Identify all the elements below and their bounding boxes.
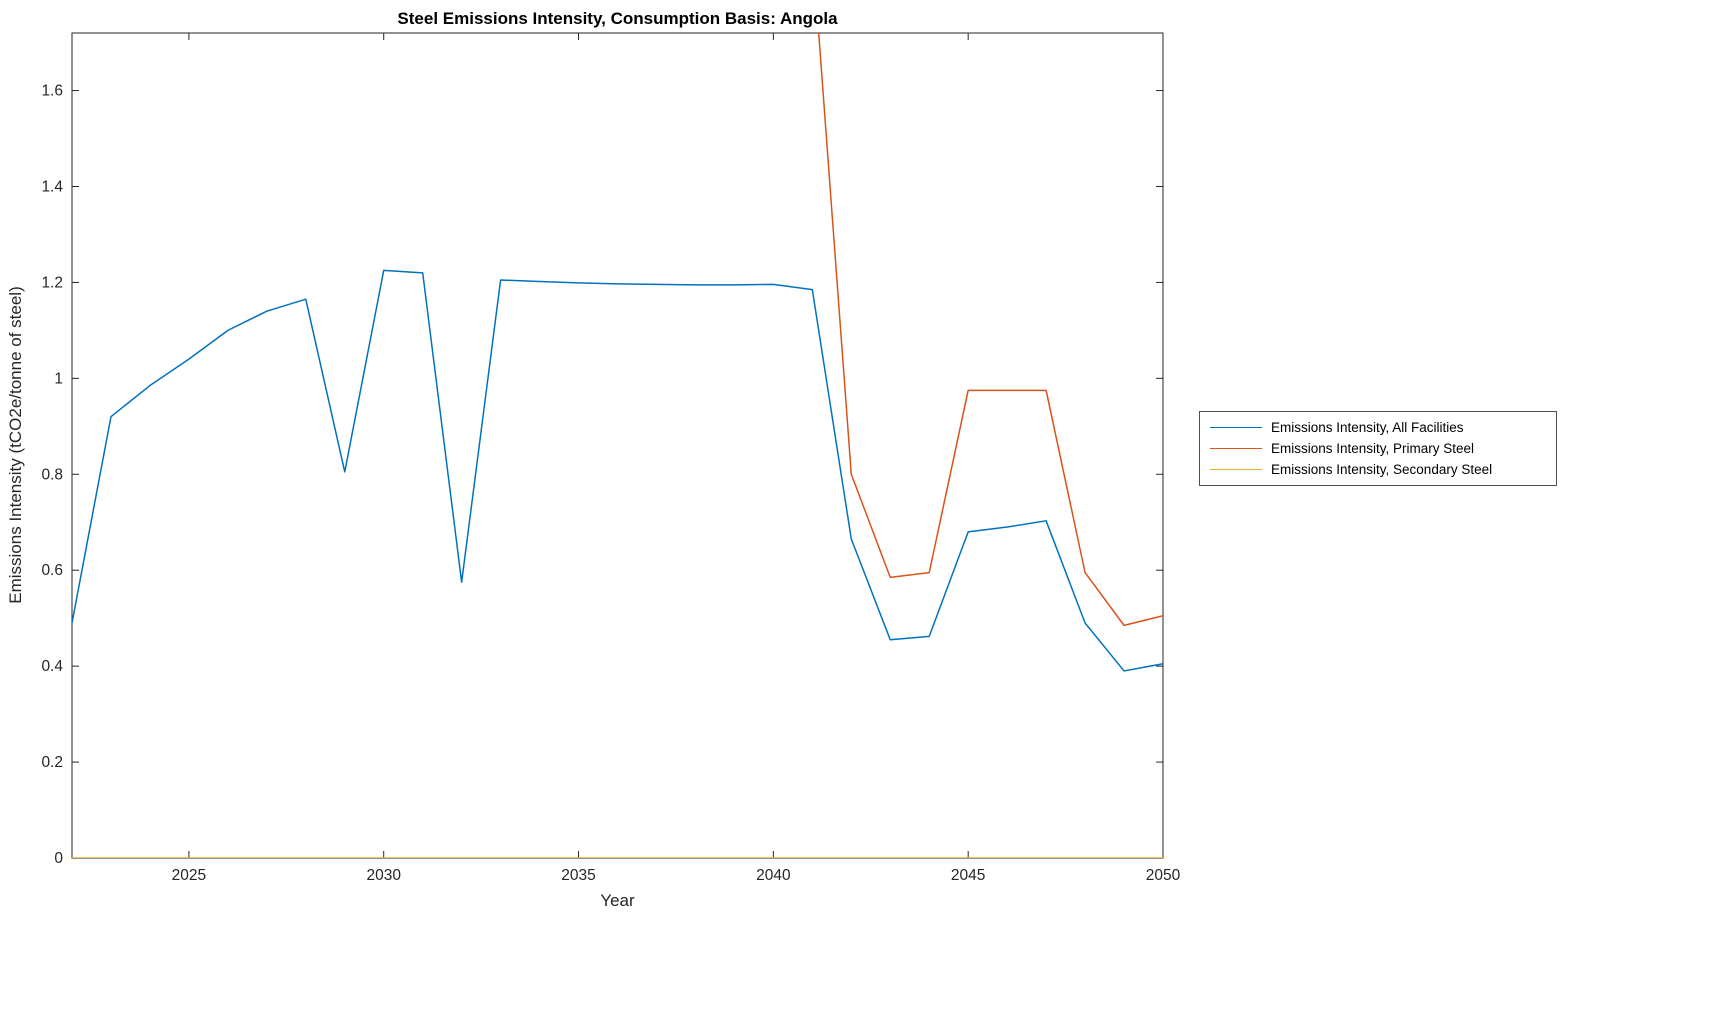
x-tick-label: 2035 [561,867,595,884]
y-tick-label: 0.2 [41,754,63,771]
legend-label: Emissions Intensity, Secondary Steel [1271,462,1493,477]
series-line-0 [72,269,1163,672]
y-tick-label: 0.4 [41,658,63,675]
legend-label: Emissions Intensity, Primary Steel [1271,441,1475,456]
legend-box: Emissions Intensity, All Facilities Emiss… [1199,411,1557,486]
legend-line-swatch [1210,469,1262,470]
series-line-1 [817,33,1163,627]
axes-box [71,32,1164,859]
x-axis-label: Year [600,891,635,910]
y-tick-label: 0.6 [41,562,63,579]
y-axis-label: Emissions Intensity (tCO2e/tonne of stee… [6,286,25,604]
y-tick-label: 1.4 [41,178,63,195]
legend-entry-2: Emissions Intensity, Secondary Steel [1210,459,1548,480]
y-tick-label: 1.6 [41,83,63,100]
y-tick-label: 0.8 [41,466,63,483]
y-tick-label: 1.2 [41,274,63,291]
x-tick-label: 2040 [756,867,791,884]
x-tick-label: 2025 [172,867,206,884]
legend-line-swatch [1210,448,1262,449]
x-tick-label: 2030 [366,867,401,884]
chart-title: Steel Emissions Intensity, Consumption B… [397,9,838,28]
legend-label: Emissions Intensity, All Facilities [1271,420,1464,435]
legend-entry-1: Emissions Intensity, Primary Steel [1210,438,1548,459]
x-tick-label: 2050 [1146,867,1181,884]
legend-entry-0: Emissions Intensity, All Facilities [1210,417,1548,438]
y-tick-label: 0 [54,850,63,867]
x-tick-label: 2045 [951,867,985,884]
legend-line-swatch [1210,427,1262,428]
y-tick-label: 1 [54,370,63,387]
